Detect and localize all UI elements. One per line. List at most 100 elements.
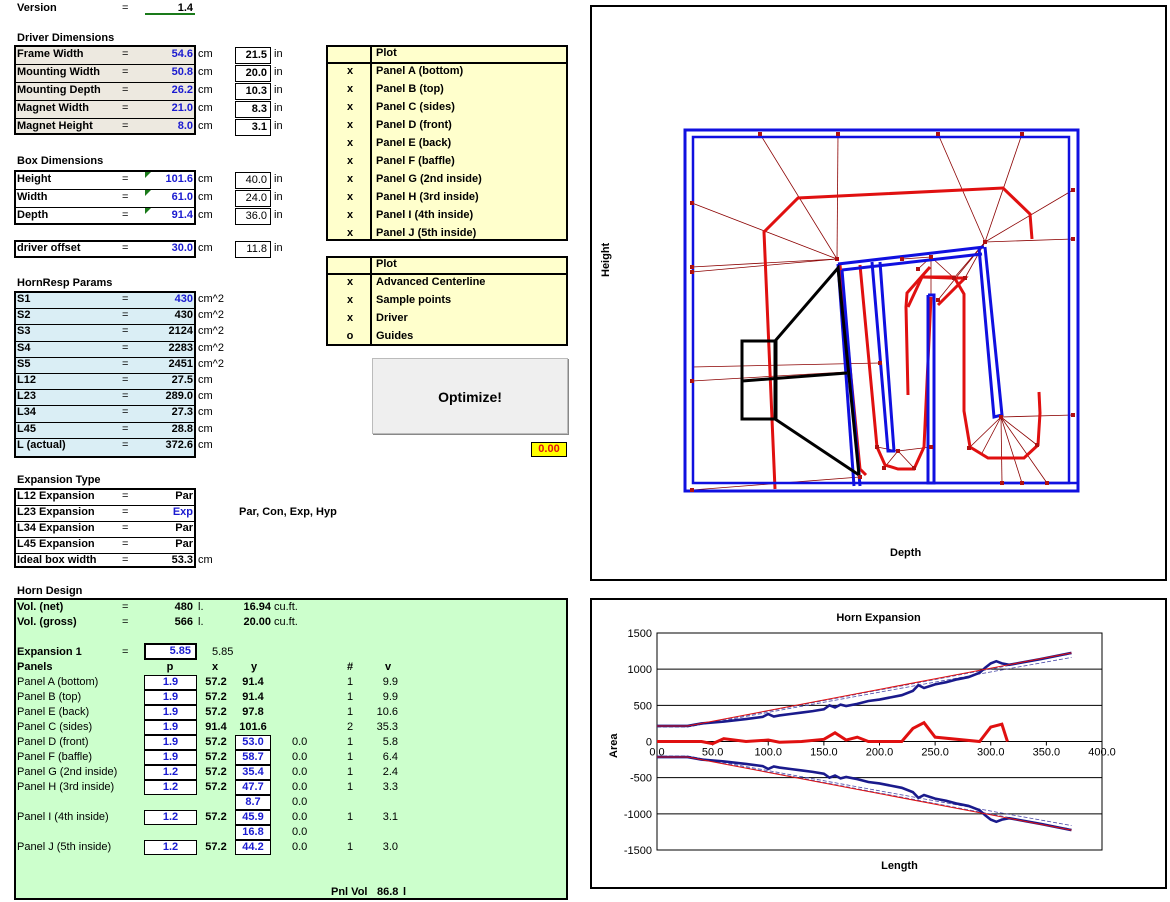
plot-panel-label: Panel C (sides) bbox=[376, 101, 455, 113]
panel-x-value: 57.2 bbox=[205, 766, 227, 778]
panel-thickness-input[interactable]: 1.2 bbox=[144, 780, 197, 795]
plot-panel-toggle[interactable]: x bbox=[346, 119, 354, 131]
panel-row-label: Panel F (baffle) bbox=[17, 751, 93, 763]
expansion-row-eq: = bbox=[122, 522, 129, 534]
panel-y-input[interactable]: 16.8 bbox=[235, 825, 271, 840]
plot-panel-toggle[interactable]: x bbox=[346, 155, 354, 167]
version-underline bbox=[145, 13, 195, 15]
box-row-eq: = bbox=[122, 191, 129, 203]
panel-y-value: 91.4 bbox=[242, 691, 264, 703]
box-dimensions-table bbox=[14, 170, 196, 225]
hornresp-row-eq: = bbox=[122, 406, 129, 419]
panel-y-value: 91.4 bbox=[242, 676, 264, 688]
plot-panel-toggle[interactable]: x bbox=[346, 227, 354, 239]
x-tick-label: 100.0 bbox=[754, 747, 782, 759]
driver-row-in-unit: in bbox=[274, 84, 283, 96]
driver-row-label: Magnet Height bbox=[17, 120, 93, 132]
x-tick-label: 400.0 bbox=[1088, 747, 1116, 759]
box-row-cm[interactable]: 61.0 bbox=[171, 191, 193, 203]
plot-extra-label: Driver bbox=[376, 312, 408, 324]
box-row-eq: = bbox=[122, 173, 129, 185]
y-tick-label: 500 bbox=[634, 700, 652, 712]
panel-count-value: 1 bbox=[346, 706, 354, 718]
driver-row-cm[interactable]: 26.2 bbox=[171, 84, 193, 96]
panel-thickness-input[interactable]: 1.9 bbox=[144, 675, 197, 690]
version-value[interactable]: 1.4 bbox=[177, 2, 193, 14]
plot-panel-toggle[interactable]: x bbox=[346, 173, 354, 185]
panel-y-value: 101.6 bbox=[239, 721, 267, 733]
panel-y-input[interactable]: 58.7 bbox=[235, 750, 271, 765]
box-row-in: 40.0 bbox=[235, 172, 271, 189]
expansion-row-eq: = bbox=[122, 490, 129, 502]
driver-row-in-unit: in bbox=[274, 66, 283, 78]
horn-design-table bbox=[14, 598, 568, 900]
driver-row-eq: = bbox=[122, 48, 129, 60]
plot-extra-toggle[interactable]: o bbox=[346, 330, 354, 342]
panel-y-input[interactable]: 44.2 bbox=[235, 840, 271, 855]
x-tick-label: 350.0 bbox=[1033, 747, 1061, 759]
driver-row-cm[interactable]: 21.0 bbox=[171, 102, 193, 114]
panel-count-value: 1 bbox=[346, 751, 354, 763]
panel-row-label: Panel B (top) bbox=[17, 691, 82, 703]
vol-gross-cuft: 20.00 bbox=[243, 616, 271, 628]
expansion-row-label: L34 Expansion bbox=[17, 522, 95, 534]
panel-count-value: 1 bbox=[346, 841, 354, 853]
plot-panel-label: Panel E (back) bbox=[376, 137, 452, 149]
hornresp-row-value: 2451 bbox=[168, 357, 193, 370]
expansion-row-value[interactable]: Par bbox=[175, 490, 193, 502]
panel-x-value: 57.2 bbox=[205, 841, 227, 853]
panel-y-input[interactable]: 45.9 bbox=[235, 810, 271, 825]
panel-z-value: 0.0 bbox=[292, 841, 308, 853]
hornresp-row-label: L45 bbox=[17, 422, 36, 435]
plot-panel-toggle[interactable]: x bbox=[346, 191, 354, 203]
panel-thickness-input[interactable]: 1.2 bbox=[144, 765, 197, 780]
plot-panel-toggle[interactable]: x bbox=[346, 101, 354, 113]
panel-x-value: 57.2 bbox=[205, 676, 227, 688]
series-line bbox=[657, 720, 1009, 746]
panel-thickness-input[interactable]: 1.2 bbox=[144, 840, 197, 855]
hornresp-row-value[interactable]: 430 bbox=[174, 293, 193, 305]
expansion1-input[interactable]: 5.85 bbox=[144, 643, 197, 660]
v-col-header: v bbox=[384, 661, 392, 673]
expansion-row-value[interactable]: Par bbox=[175, 538, 193, 550]
box-row-in: 36.0 bbox=[235, 208, 271, 225]
hornresp-row-line bbox=[14, 308, 196, 310]
horn-chart-title: Horn Expansion bbox=[836, 612, 921, 624]
expansion1-echo: 5.85 bbox=[212, 646, 234, 658]
sample-points bbox=[690, 132, 1075, 492]
box-row-line bbox=[14, 189, 196, 190]
box-row-cm[interactable]: 101.6 bbox=[165, 173, 193, 185]
plot-panel-toggle[interactable]: x bbox=[346, 137, 354, 149]
plot-extra-toggle[interactable]: x bbox=[346, 312, 354, 324]
panel-y-input[interactable]: 8.7 bbox=[235, 795, 271, 810]
panel-y-input[interactable]: 47.7 bbox=[235, 780, 271, 795]
hornresp-row-value: 2124 bbox=[168, 325, 193, 338]
panel-thickness-input[interactable]: 1.9 bbox=[144, 690, 197, 705]
plot-extra-toggle[interactable]: x bbox=[346, 294, 354, 306]
hornresp-row-unit: cm bbox=[198, 374, 213, 386]
expansion-row-value[interactable]: 53.3 bbox=[171, 554, 193, 566]
hornresp-row-label: S4 bbox=[17, 341, 31, 354]
hornresp-row-unit: cm^2 bbox=[198, 341, 224, 354]
box-row-cm[interactable]: 91.4 bbox=[171, 209, 193, 221]
plot-extra-toggle[interactable]: x bbox=[346, 276, 354, 288]
expansion-row-value[interactable]: Exp bbox=[172, 506, 193, 518]
plot-panel-toggle[interactable]: x bbox=[346, 83, 354, 95]
optimize-button[interactable]: Optimize! bbox=[372, 358, 568, 434]
panel-thickness-input[interactable]: 1.9 bbox=[144, 750, 197, 765]
plot-panel-toggle[interactable]: x bbox=[346, 65, 354, 77]
driver-row-cm[interactable]: 54.6 bbox=[171, 48, 193, 60]
panel-thickness-input[interactable]: 1.9 bbox=[144, 735, 197, 750]
driver-offset-cm[interactable]: 30.0 bbox=[171, 242, 193, 254]
horn-design-title: Horn Design bbox=[17, 585, 83, 597]
plot-panel-toggle[interactable]: x bbox=[346, 209, 354, 221]
panel-thickness-input[interactable]: 1.2 bbox=[144, 810, 197, 825]
panel-y-input[interactable]: 35.4 bbox=[235, 765, 271, 780]
expansion-row-value[interactable]: Par bbox=[175, 522, 193, 534]
panel-thickness-input[interactable]: 1.9 bbox=[144, 720, 197, 735]
panel-y-input[interactable]: 53.0 bbox=[235, 735, 271, 750]
driver-row-cm[interactable]: 50.8 bbox=[171, 66, 193, 78]
panel-thickness-input[interactable]: 1.9 bbox=[144, 705, 197, 720]
hornresp-row-line bbox=[14, 389, 196, 391]
driver-row-cm[interactable]: 8.0 bbox=[177, 120, 193, 132]
